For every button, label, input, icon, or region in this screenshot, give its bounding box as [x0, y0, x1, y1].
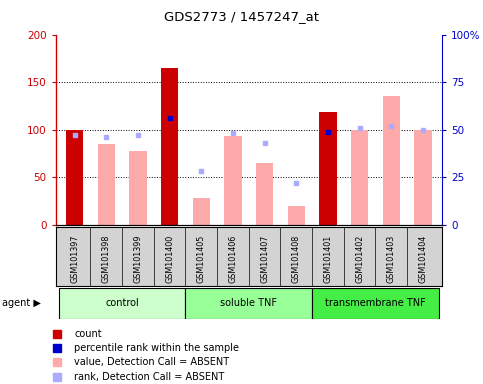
- Text: GSM101400: GSM101400: [165, 235, 174, 283]
- Text: GSM101406: GSM101406: [228, 235, 238, 283]
- Bar: [319, 113, 337, 225]
- Bar: [287, 206, 305, 225]
- Bar: [129, 151, 147, 225]
- Text: GSM101403: GSM101403: [387, 235, 396, 283]
- Text: GSM101397: GSM101397: [70, 235, 79, 283]
- Bar: [185, 288, 312, 319]
- Text: control: control: [105, 298, 139, 308]
- Text: agent ▶: agent ▶: [2, 298, 41, 308]
- Bar: [161, 68, 178, 225]
- Bar: [224, 136, 242, 225]
- Bar: [351, 130, 369, 225]
- Text: count: count: [74, 329, 102, 339]
- Text: GSM101405: GSM101405: [197, 235, 206, 283]
- Bar: [414, 130, 432, 225]
- Text: GSM101408: GSM101408: [292, 235, 301, 283]
- Text: GSM101402: GSM101402: [355, 235, 364, 283]
- Text: value, Detection Call = ABSENT: value, Detection Call = ABSENT: [74, 357, 229, 367]
- Bar: [256, 163, 273, 225]
- Bar: [98, 144, 115, 225]
- Bar: [66, 130, 83, 225]
- Bar: [312, 288, 439, 319]
- Bar: [193, 198, 210, 225]
- Text: transmembrane TNF: transmembrane TNF: [325, 298, 426, 308]
- Bar: [383, 96, 400, 225]
- Text: GDS2773 / 1457247_at: GDS2773 / 1457247_at: [164, 10, 319, 23]
- Text: rank, Detection Call = ABSENT: rank, Detection Call = ABSENT: [74, 372, 224, 382]
- Text: GSM101401: GSM101401: [324, 235, 332, 283]
- Text: soluble TNF: soluble TNF: [220, 298, 277, 308]
- Bar: [59, 288, 185, 319]
- Text: GSM101407: GSM101407: [260, 235, 269, 283]
- Text: GSM101399: GSM101399: [133, 235, 142, 283]
- Text: GSM101404: GSM101404: [418, 235, 427, 283]
- Text: percentile rank within the sample: percentile rank within the sample: [74, 343, 239, 353]
- Text: GSM101398: GSM101398: [102, 235, 111, 283]
